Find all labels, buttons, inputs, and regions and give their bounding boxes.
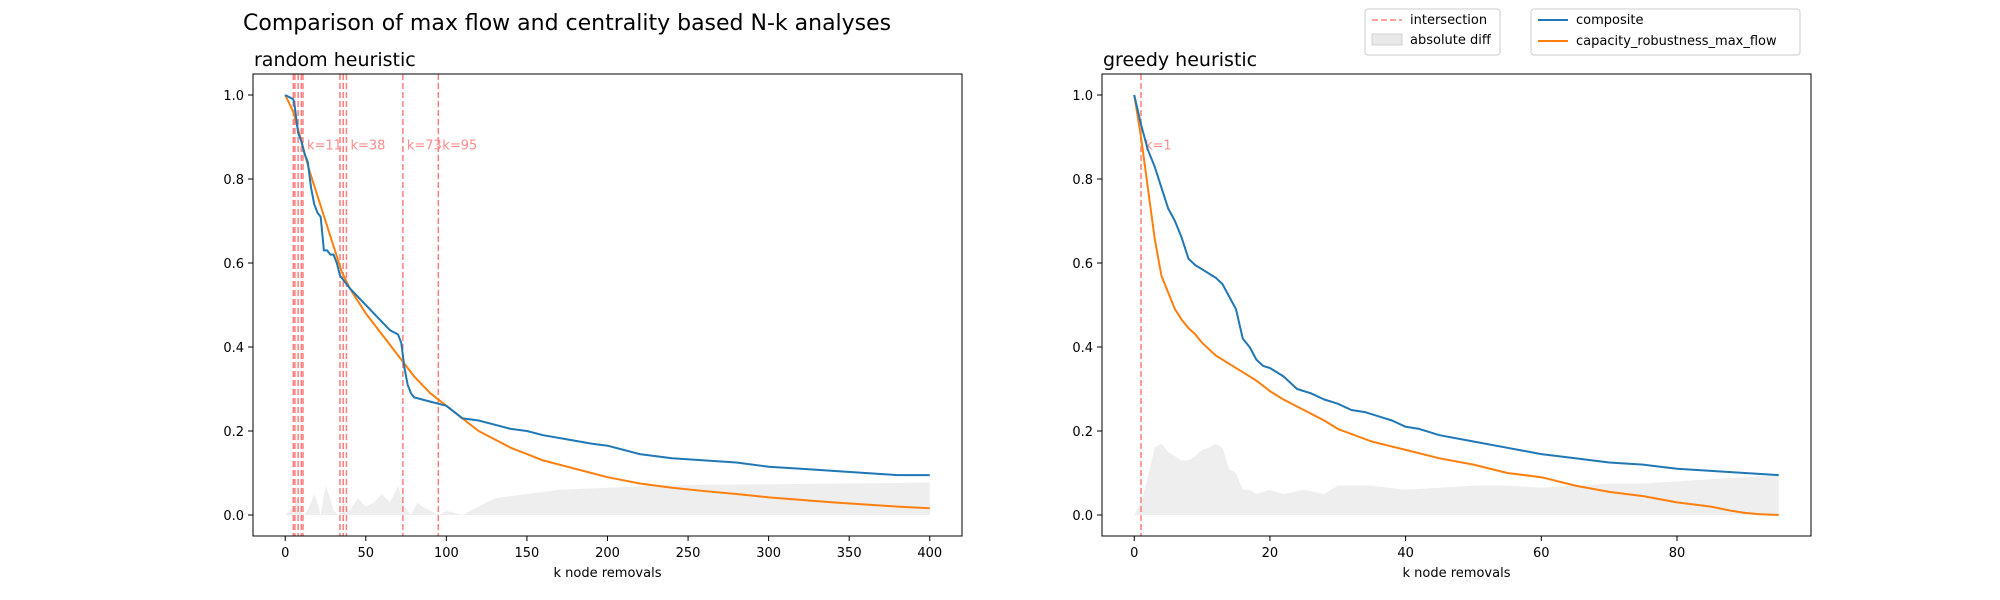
panel-title: random heuristic: [254, 49, 416, 71]
composite-line: [284, 94, 930, 477]
intersection-label: k=11: [307, 139, 342, 154]
y-tick-label: 0.8: [1072, 173, 1093, 188]
y-tick-label: 1.0: [223, 89, 244, 104]
legend-intersection-label: intersection: [1410, 13, 1487, 28]
legend-maxflow-label: capacity_robustness_max_flow: [1576, 34, 1777, 49]
x-tick-label: 400: [917, 546, 942, 561]
intersection-label: k=38: [350, 139, 385, 154]
legend-absdiff-label: absolute diff: [1410, 33, 1492, 48]
absolute-diff-area: [1134, 443, 1779, 515]
x-tick-label: 150: [515, 546, 540, 561]
x-tick-label: 50: [358, 546, 375, 561]
x-tick-label: 200: [595, 546, 620, 561]
y-tick-label: 1.0: [1072, 89, 1093, 104]
y-tick-label: 0.8: [223, 173, 244, 188]
y-tick-label: 0.6: [1072, 257, 1093, 272]
x-tick-label: 300: [756, 546, 781, 561]
legend-box: [1530, 8, 1801, 56]
legend-absdiff-swatch: [1371, 33, 1403, 46]
axes-frame: [1101, 73, 1812, 537]
y-tick-label: 0.0: [223, 509, 244, 524]
x-tick-label: 0: [281, 546, 289, 561]
y-tick-label: 0.2: [223, 425, 244, 440]
y-tick-label: 0.4: [223, 341, 244, 356]
x-axis-label: k node removals: [1403, 566, 1511, 581]
legend-intersection-absdiff: intersection absolute diff: [1364, 8, 1501, 56]
x-tick-label: 100: [434, 546, 459, 561]
x-tick-label: 350: [837, 546, 862, 561]
x-tick-label: 40: [1397, 546, 1414, 561]
intersection-label: k=73: [407, 139, 442, 154]
x-tick-label: 0: [1130, 546, 1138, 561]
y-tick-label: 0.4: [1072, 341, 1093, 356]
x-tick-label: 80: [1669, 546, 1686, 561]
absolute-diff-area: [285, 482, 930, 515]
y-tick-label: 0.6: [223, 257, 244, 272]
x-tick-label: 60: [1533, 546, 1550, 561]
plot-area: k=11 k=38 k=73 k=95: [284, 74, 930, 536]
panel-greedy-heuristic: k=1 0 20 40 60 80 0.0 0.2 0.4 0.6 0.8 1.0 greedy heu…: [1072, 49, 1812, 581]
y-tick-label: 0.0: [1072, 509, 1093, 524]
max-flow-line: [1133, 94, 1779, 516]
composite-line: [1133, 94, 1779, 477]
panel-random-heuristic: k=11 k=38 k=73 k=95 0 50 100 150 200 250 300 350 400…: [223, 49, 963, 581]
max-flow-line: [284, 94, 930, 510]
intersection-label: k=95: [442, 139, 477, 154]
figure-title: Comparison of max flow and centrality ba…: [243, 11, 891, 36]
x-tick-label: 250: [676, 546, 701, 561]
x-axis-label: k node removals: [554, 566, 662, 581]
legend-composite-label: composite: [1576, 13, 1643, 28]
x-tick-label: 20: [1262, 546, 1279, 561]
plot-area: k=1: [1133, 74, 1779, 536]
panel-title: greedy heuristic: [1103, 49, 1257, 71]
intersection-label: k=1: [1145, 139, 1172, 154]
legend-series: composite capacity_robustness_max_flow: [1530, 8, 1801, 56]
y-tick-label: 0.2: [1072, 425, 1093, 440]
